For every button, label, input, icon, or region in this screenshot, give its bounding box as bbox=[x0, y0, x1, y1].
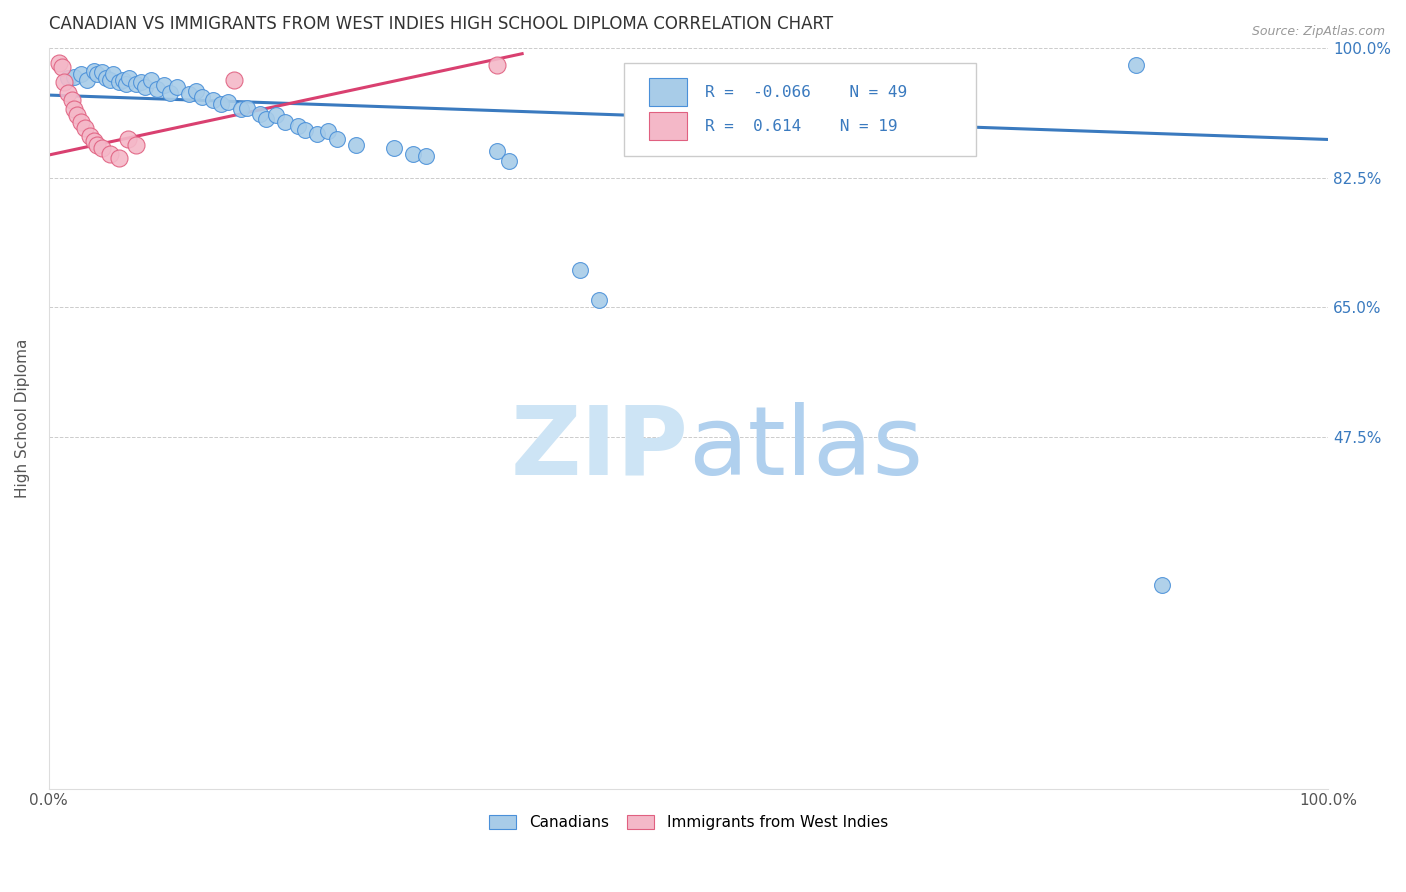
Point bbox=[307, 127, 329, 141]
Text: atlas: atlas bbox=[689, 401, 924, 494]
Point bbox=[108, 151, 131, 165]
Point bbox=[249, 106, 271, 120]
Point bbox=[485, 58, 508, 72]
Point bbox=[69, 115, 91, 129]
Point bbox=[53, 75, 76, 89]
Point bbox=[236, 101, 259, 115]
Point bbox=[485, 144, 508, 158]
Point bbox=[56, 86, 79, 100]
Point bbox=[224, 72, 246, 87]
Point bbox=[159, 86, 181, 100]
Point bbox=[108, 75, 131, 89]
Point bbox=[118, 70, 141, 85]
Point bbox=[83, 63, 105, 78]
Point bbox=[1125, 58, 1147, 72]
Point bbox=[166, 79, 188, 94]
Point bbox=[73, 121, 96, 136]
Point bbox=[91, 65, 114, 79]
Point bbox=[139, 72, 162, 87]
Text: Source: ZipAtlas.com: Source: ZipAtlas.com bbox=[1251, 25, 1385, 38]
Point bbox=[69, 67, 91, 81]
Point bbox=[568, 263, 591, 277]
Point bbox=[415, 149, 437, 163]
Point bbox=[91, 141, 114, 155]
FancyBboxPatch shape bbox=[624, 63, 976, 156]
FancyBboxPatch shape bbox=[648, 112, 688, 140]
Point bbox=[114, 77, 136, 91]
Point bbox=[498, 153, 520, 168]
Point bbox=[101, 67, 124, 81]
Point bbox=[111, 72, 134, 87]
Point bbox=[382, 141, 405, 155]
Text: R =  0.614    N = 19: R = 0.614 N = 19 bbox=[704, 119, 897, 134]
Point bbox=[63, 102, 86, 116]
Legend: Canadians, Immigrants from West Indies: Canadians, Immigrants from West Indies bbox=[482, 809, 894, 837]
Point bbox=[146, 82, 169, 96]
Y-axis label: High School Diploma: High School Diploma bbox=[15, 339, 30, 498]
Point bbox=[48, 56, 70, 70]
Point bbox=[274, 115, 297, 129]
Point bbox=[179, 87, 201, 102]
Point bbox=[79, 128, 101, 143]
Point bbox=[86, 67, 108, 81]
Text: R =  -0.066    N = 49: R = -0.066 N = 49 bbox=[704, 85, 907, 100]
Point bbox=[134, 79, 156, 94]
Point bbox=[287, 119, 309, 133]
Point bbox=[266, 108, 288, 122]
Point bbox=[125, 137, 148, 152]
Point bbox=[125, 77, 148, 91]
Point bbox=[344, 137, 367, 152]
Point bbox=[588, 293, 610, 307]
Point bbox=[96, 70, 118, 85]
Point bbox=[316, 124, 339, 138]
Point bbox=[66, 108, 89, 122]
Point bbox=[117, 132, 139, 146]
Point bbox=[83, 134, 105, 148]
Point bbox=[1150, 578, 1173, 592]
Point bbox=[191, 89, 214, 103]
Point bbox=[98, 72, 121, 87]
Point bbox=[325, 132, 347, 146]
Point bbox=[86, 137, 108, 152]
Point bbox=[402, 146, 425, 161]
Point bbox=[254, 112, 277, 126]
Point bbox=[153, 78, 176, 93]
Point bbox=[294, 123, 316, 137]
Point bbox=[63, 70, 86, 84]
Point bbox=[98, 146, 121, 161]
FancyBboxPatch shape bbox=[648, 78, 688, 106]
Point bbox=[60, 93, 83, 107]
Point bbox=[201, 93, 224, 107]
Text: CANADIAN VS IMMIGRANTS FROM WEST INDIES HIGH SCHOOL DIPLOMA CORRELATION CHART: CANADIAN VS IMMIGRANTS FROM WEST INDIES … bbox=[49, 15, 832, 33]
Point bbox=[229, 102, 252, 116]
Point bbox=[184, 84, 207, 98]
Point bbox=[56, 70, 79, 85]
Point bbox=[211, 97, 233, 112]
Point bbox=[76, 72, 98, 87]
Text: ZIP: ZIP bbox=[510, 401, 689, 494]
Point bbox=[217, 95, 239, 109]
Point bbox=[129, 75, 152, 89]
Point bbox=[51, 60, 73, 74]
